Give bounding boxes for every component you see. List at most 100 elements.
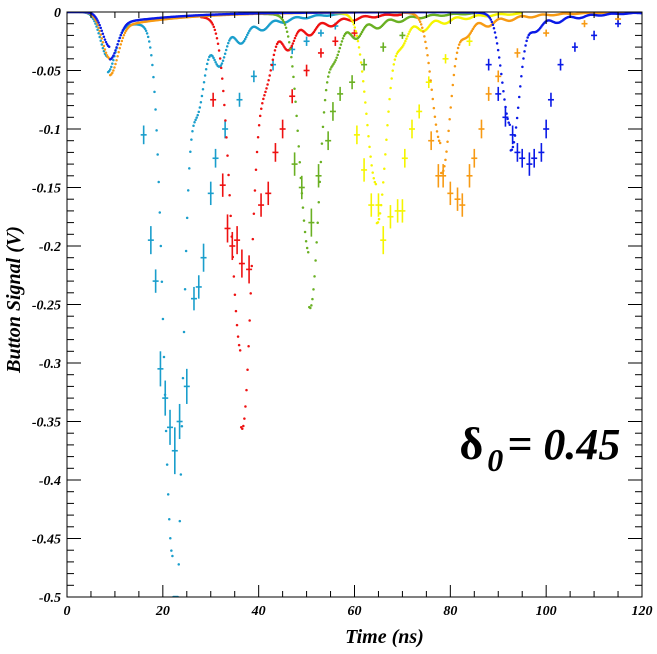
simulation-point (104, 51, 108, 54)
simulation-point (322, 111, 326, 114)
simulation-point (262, 97, 265, 101)
simulation-point (383, 167, 386, 171)
simulation-point (143, 27, 147, 31)
simulation-point (406, 35, 409, 38)
simulation-point (425, 46, 428, 50)
simulation-point (422, 30, 425, 33)
simulation-point (292, 75, 295, 79)
simulation-point (97, 26, 100, 30)
simulation-point (147, 40, 151, 43)
simulation-point (212, 25, 216, 29)
simulation-point (96, 19, 99, 22)
simulation-point (222, 89, 225, 93)
simulation-point (337, 50, 341, 53)
simulation-point (433, 115, 437, 118)
simulation-point (265, 87, 268, 90)
simulation-point (192, 124, 195, 128)
simulation-point (189, 150, 192, 153)
y-tick-label: -0.3 (39, 357, 61, 372)
simulation-point (341, 37, 345, 40)
simulation-point (301, 206, 305, 209)
simulation-point (286, 35, 290, 38)
simulation-point (108, 68, 112, 71)
simulation-point (338, 46, 342, 50)
simulation-point (103, 38, 107, 41)
simulation-point (170, 549, 173, 552)
simulation-point (490, 20, 494, 24)
simulation-point (437, 139, 441, 143)
simulation-point (384, 153, 387, 156)
simulation-point (102, 44, 106, 48)
simulation-point (200, 94, 204, 98)
simulation-point (304, 239, 308, 243)
simulation-point (497, 56, 501, 59)
simulation-point (522, 57, 525, 60)
simulation-point (180, 424, 184, 428)
simulation-point (297, 145, 300, 148)
simulation-point (364, 101, 367, 104)
simulation-point (310, 304, 313, 307)
simulation-point (315, 241, 318, 244)
simulation-point (312, 288, 315, 291)
simulation-point (250, 264, 254, 268)
simulation-point (197, 110, 201, 114)
simulation-point (244, 405, 247, 408)
simulation-point (241, 427, 244, 431)
simulation-point (431, 97, 435, 101)
simulation-point (254, 168, 258, 172)
simulation-point (305, 246, 309, 250)
simulation-point (282, 20, 286, 24)
simulation-point (403, 42, 406, 45)
simulation-point (222, 56, 226, 59)
simulation-point (154, 108, 157, 111)
simulation-point (434, 123, 438, 126)
simulation-point (334, 58, 337, 62)
y-axis-title: Button Signal (V) (3, 226, 25, 374)
simulation-point (356, 39, 360, 43)
simulation-point (321, 125, 325, 129)
simulation-point (225, 136, 228, 139)
simulation-point (186, 189, 190, 192)
simulation-point (122, 33, 126, 37)
simulation-point (388, 97, 391, 101)
simulation-point (98, 23, 101, 27)
y-tick-label: -0.05 (32, 65, 61, 80)
simulation-point (165, 463, 169, 466)
simulation-point (110, 65, 113, 69)
simulation-point (253, 189, 257, 192)
simulation-point (249, 292, 252, 295)
simulation-point (500, 72, 503, 76)
simulation-point (376, 221, 380, 224)
simulation-point (198, 106, 202, 109)
simulation-point (432, 106, 436, 110)
simulation-point (385, 138, 388, 141)
simulation-point (152, 75, 155, 79)
simulation-point (169, 536, 172, 540)
simulation-point (158, 211, 162, 214)
simulation-point (118, 46, 121, 50)
simulation-point (121, 29, 125, 32)
delta-subscript: 0 (487, 442, 503, 478)
simulation-point (123, 31, 127, 34)
simulation-point (426, 53, 429, 57)
simulation-point (195, 116, 198, 119)
simulation-point (237, 343, 241, 347)
simulation-point (101, 40, 105, 44)
simulation-point (99, 33, 102, 36)
simulation-point (325, 81, 329, 84)
simulation-point (235, 323, 239, 327)
x-tick-label: 60 (348, 604, 362, 619)
simulation-point (97, 21, 100, 24)
simulation-point (295, 114, 298, 118)
simulation-point (162, 355, 166, 359)
simulation-point (185, 216, 189, 220)
simulation-point (264, 90, 267, 94)
simulation-point (144, 29, 148, 32)
simulation-point (246, 368, 249, 372)
simulation-point (423, 35, 426, 38)
simulation-point (444, 158, 447, 162)
simulation-point (177, 563, 180, 566)
simulation-point (150, 54, 153, 57)
